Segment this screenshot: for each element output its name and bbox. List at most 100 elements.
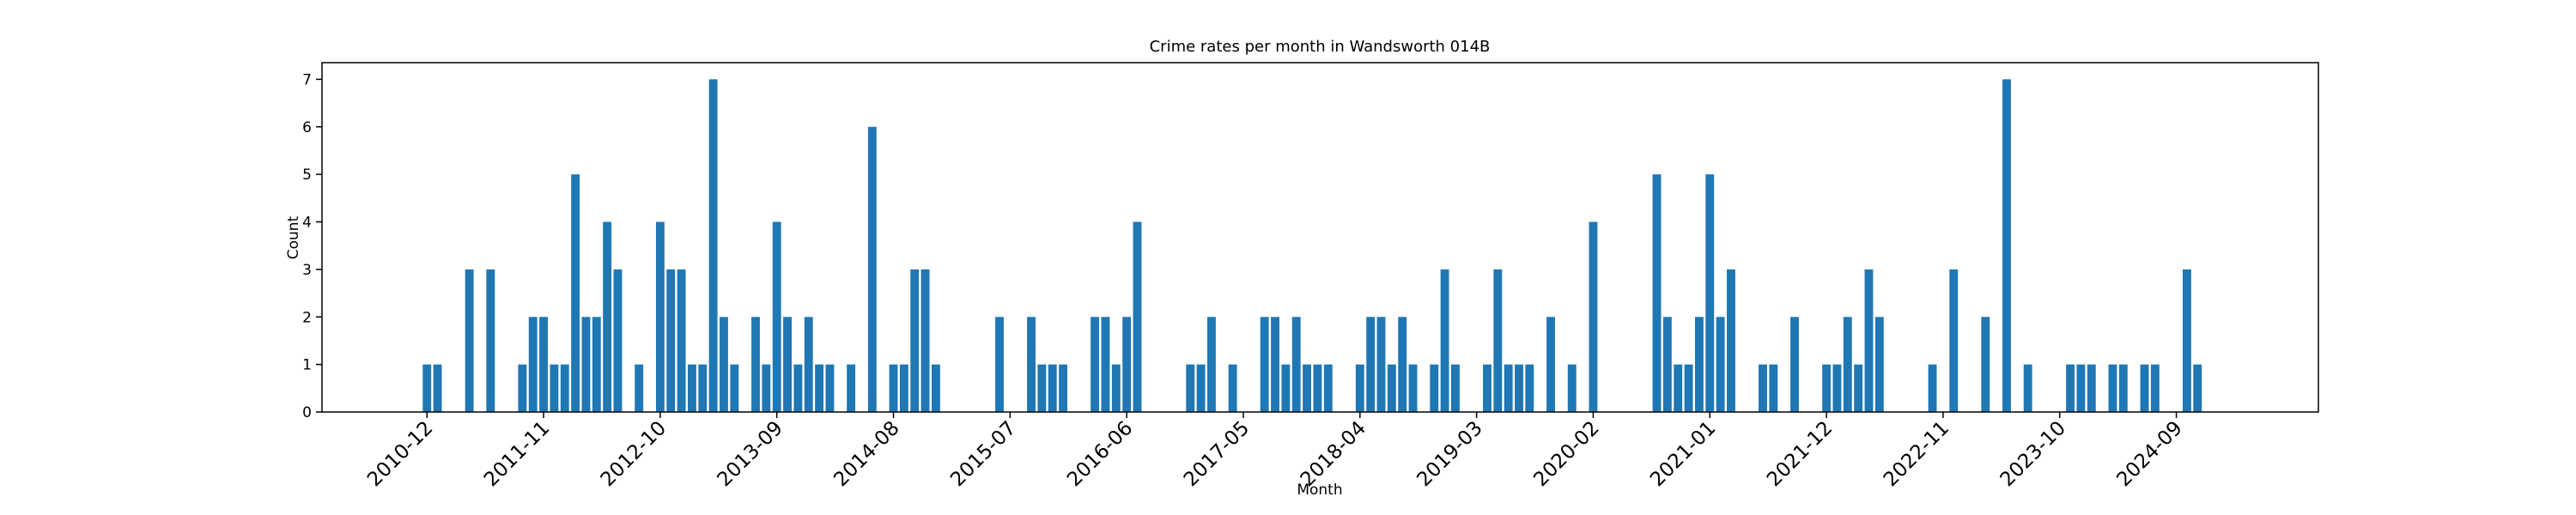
y-tick-label: 0 — [302, 404, 312, 421]
x-axis-label: Month — [1297, 482, 1342, 499]
bar — [1291, 317, 1301, 412]
bar — [1515, 364, 1523, 412]
bar — [1716, 317, 1725, 412]
bar — [2193, 364, 2202, 412]
bar — [465, 269, 474, 412]
bar — [1303, 364, 1312, 412]
bar — [1207, 317, 1216, 412]
bar — [1260, 317, 1269, 412]
bar — [1567, 364, 1577, 412]
bar — [422, 364, 432, 412]
bar — [995, 317, 1004, 412]
x-tick-label: 2010-12 — [363, 417, 437, 491]
bar — [581, 317, 591, 412]
bar — [1854, 364, 1863, 412]
bar — [1662, 317, 1672, 412]
bar — [592, 317, 601, 412]
bar — [825, 364, 835, 412]
bar — [720, 317, 728, 412]
bar — [486, 269, 495, 412]
bar — [560, 364, 569, 412]
bar — [1759, 364, 1767, 412]
chart-title: Crime rates per month in Wandsworth 014B — [1150, 38, 1491, 56]
bar — [1684, 364, 1693, 412]
bar — [1398, 317, 1407, 412]
bar — [1196, 364, 1206, 412]
bar — [931, 364, 940, 412]
x-tick-label: 2023-10 — [1996, 417, 2070, 491]
y-axis-label: Count — [285, 215, 302, 259]
bar — [867, 126, 877, 412]
bar — [1652, 174, 1662, 412]
x-tick-label: 2024-09 — [2112, 417, 2186, 491]
bar — [1111, 364, 1121, 412]
bar — [2076, 364, 2086, 412]
bar — [1589, 221, 1598, 412]
bar — [910, 269, 920, 412]
bar — [655, 221, 665, 412]
bar — [2023, 364, 2032, 412]
bar — [698, 364, 708, 412]
bar — [1440, 269, 1449, 412]
bar — [1832, 364, 1842, 412]
bar — [2182, 269, 2191, 412]
bar — [1727, 269, 1735, 412]
x-tick-label: 2021-01 — [1646, 417, 1720, 491]
x-tick-label: 2017-05 — [1180, 417, 1254, 491]
bar — [613, 269, 623, 412]
bar — [1355, 364, 1364, 412]
x-tick-label: 2020-02 — [1529, 417, 1603, 491]
bar — [1769, 364, 1778, 412]
bar — [1483, 364, 1492, 412]
bar — [1366, 317, 1376, 412]
bar — [1694, 317, 1704, 412]
bar — [571, 174, 580, 412]
bar — [751, 317, 760, 412]
bar — [687, 364, 696, 412]
bar — [2087, 364, 2096, 412]
bar — [847, 364, 856, 412]
bar — [1674, 364, 1683, 412]
bar — [889, 364, 898, 412]
x-tick-label: 2011-11 — [480, 417, 554, 491]
bar — [1228, 364, 1237, 412]
plot-frame — [321, 62, 2319, 413]
bar — [2140, 364, 2149, 412]
bar — [1048, 364, 1057, 412]
x-tick-label: 2014-08 — [829, 417, 903, 491]
bar — [899, 364, 908, 412]
bar — [2150, 364, 2160, 412]
bar — [1790, 317, 1799, 412]
bar — [1101, 317, 1110, 412]
bar — [1376, 317, 1386, 412]
bar — [1313, 364, 1322, 412]
bar — [1822, 364, 1832, 412]
bar — [772, 221, 781, 412]
bar — [1091, 317, 1100, 412]
bar — [1186, 364, 1195, 412]
bar — [2066, 364, 2075, 412]
y-tick-label: 6 — [302, 119, 312, 136]
bar — [1450, 364, 1460, 412]
bar — [783, 317, 792, 412]
x-tick-label: 2015-07 — [946, 417, 1020, 491]
bar — [1864, 269, 1874, 412]
bar — [1705, 174, 1715, 412]
bar — [1504, 364, 1513, 412]
bar — [1387, 364, 1396, 412]
bar — [518, 364, 527, 412]
y-tick-label: 2 — [302, 309, 312, 326]
bar — [793, 364, 803, 412]
bar — [708, 79, 718, 412]
bar — [1059, 364, 1068, 412]
bar — [804, 317, 813, 412]
bar — [528, 317, 538, 412]
bar — [2118, 364, 2128, 412]
bar — [762, 364, 771, 412]
bar — [2108, 364, 2117, 412]
bar — [1281, 364, 1291, 412]
bar — [1843, 317, 1852, 412]
bar — [677, 269, 686, 412]
bar — [1981, 317, 1990, 412]
